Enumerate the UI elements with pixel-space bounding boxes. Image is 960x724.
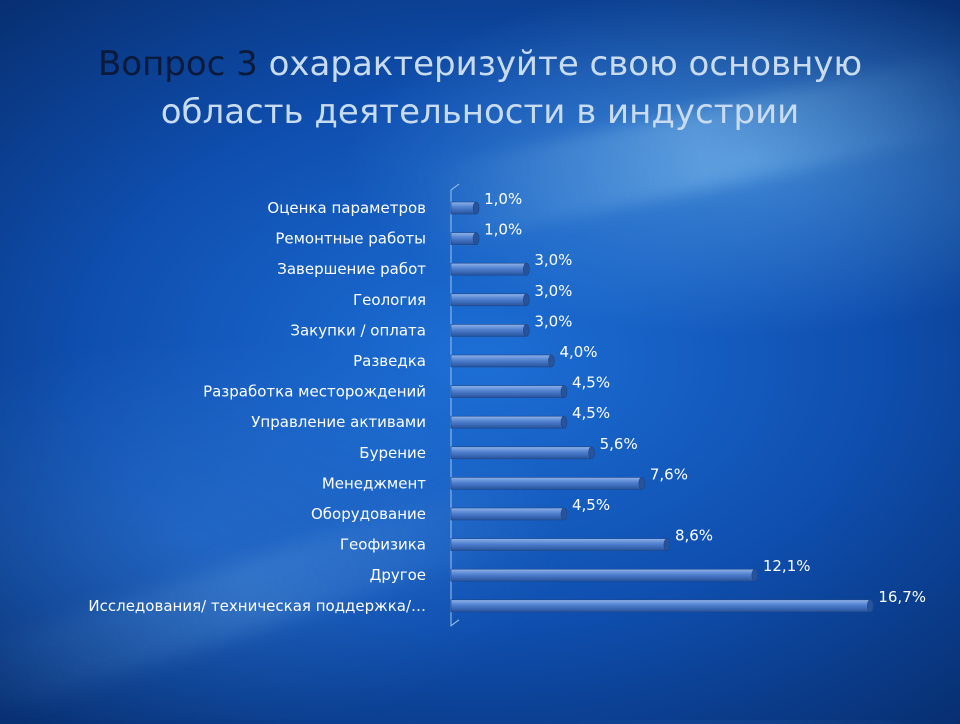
bar-end-cap	[560, 415, 568, 429]
bar	[450, 568, 759, 582]
bar	[450, 262, 530, 276]
question-number: Вопрос 3	[97, 44, 258, 84]
data-label: 4,5%	[572, 374, 610, 392]
data-label: 12,1%	[763, 557, 811, 575]
bar-body	[450, 385, 565, 398]
data-label: 3,0%	[534, 251, 572, 269]
bar	[450, 477, 646, 490]
data-label: 7,6%	[650, 465, 688, 483]
bar-body	[450, 354, 552, 368]
category-label: Завершение работ	[277, 260, 426, 278]
bar-body	[450, 293, 527, 307]
bar	[450, 324, 530, 337]
category-label: Разработка месторождений	[203, 383, 426, 401]
data-label: 1,0%	[484, 190, 522, 208]
category-label: Закупки / оплата	[290, 321, 426, 339]
bar-end-cap	[560, 507, 568, 521]
bar	[450, 232, 480, 245]
bar-body	[450, 538, 668, 551]
bar-body	[450, 415, 565, 429]
bar	[450, 599, 874, 613]
bar-body	[450, 477, 643, 490]
category-label: Геофизика	[340, 536, 426, 554]
category-label: Бурение	[359, 444, 426, 462]
bar	[450, 538, 671, 551]
category-label: Оборудование	[311, 505, 426, 523]
bar	[450, 293, 530, 307]
bar-end-cap	[472, 232, 480, 245]
bar-end-cap	[472, 201, 480, 215]
bar-body	[450, 568, 756, 582]
category-label: Оценка параметров	[267, 199, 426, 217]
question-text: охарактеризуйте свою основную область де…	[160, 44, 863, 132]
bar	[450, 385, 568, 398]
bar-end-cap	[663, 538, 671, 551]
bar-end-cap	[523, 262, 530, 276]
bar	[450, 415, 568, 429]
category-label: Геология	[353, 291, 426, 309]
category-label: Другое	[370, 566, 426, 584]
bar-end-cap	[588, 446, 595, 460]
data-label: 16,7%	[878, 588, 926, 606]
y-axis-line	[450, 183, 460, 627]
category-label: Менеджмент	[322, 474, 426, 492]
data-label: 4,5%	[572, 496, 610, 514]
bar-body	[450, 446, 592, 460]
category-label: Управление активами	[251, 413, 426, 431]
data-label: 4,5%	[572, 404, 610, 422]
slide-title: Вопрос 3 охарактеризуйте свою основную о…	[60, 40, 900, 136]
bar-body	[450, 201, 477, 215]
bar	[450, 507, 568, 521]
bar-body	[450, 262, 527, 276]
bar-end-cap	[751, 568, 759, 582]
category-label: Разведка	[353, 352, 426, 370]
bar-body	[450, 507, 565, 521]
data-label: 4,0%	[559, 343, 597, 361]
data-label: 8,6%	[675, 527, 713, 545]
bar	[450, 201, 480, 215]
bar	[450, 446, 595, 460]
category-label: Ремонтные работы	[275, 230, 426, 248]
data-label: 3,0%	[534, 282, 572, 300]
category-label: Исследования/ техническая поддержка/…	[88, 597, 426, 615]
bar-body	[450, 324, 527, 337]
bar-end-cap	[867, 599, 874, 613]
bar	[450, 354, 555, 368]
data-label: 3,0%	[534, 312, 572, 330]
bar-end-cap	[548, 354, 555, 368]
bar-end-cap	[560, 385, 568, 398]
bar-body	[450, 599, 871, 613]
bar-end-cap	[523, 324, 530, 337]
bar-end-cap	[523, 293, 530, 307]
bar-body	[450, 232, 477, 245]
data-label: 5,6%	[600, 435, 638, 453]
bar-end-cap	[638, 477, 646, 490]
data-label: 1,0%	[484, 221, 522, 239]
